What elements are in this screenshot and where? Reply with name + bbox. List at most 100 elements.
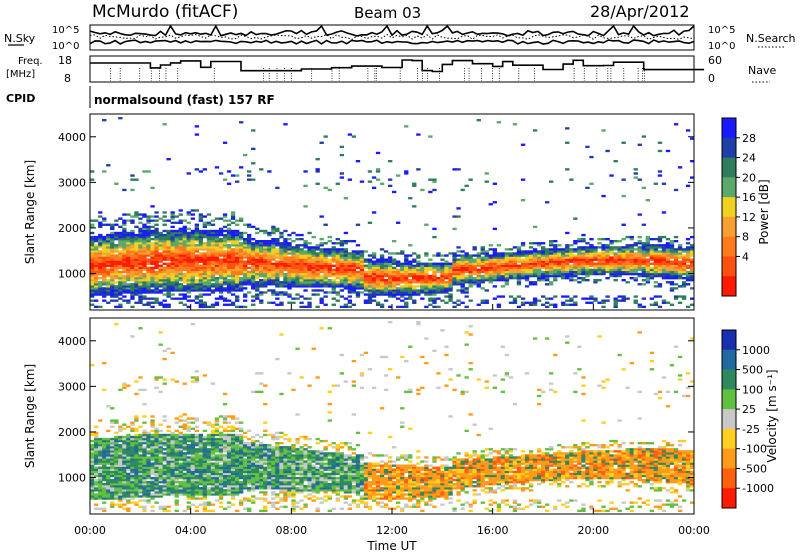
range-cell [343, 297, 349, 300]
range-cell [114, 464, 119, 467]
range-cell [657, 285, 663, 288]
range-cell [202, 254, 208, 257]
range-cell [110, 472, 115, 476]
range-cell [110, 503, 115, 506]
range-cell [472, 281, 477, 284]
range-cell [243, 260, 248, 263]
range-cell [166, 464, 171, 467]
range-cell [170, 433, 175, 437]
range-cell [194, 287, 200, 290]
range-cell [416, 285, 421, 288]
range-cell [573, 274, 578, 278]
range-cell [500, 295, 506, 298]
range-cell [214, 260, 220, 263]
range-cell [565, 274, 570, 278]
range-cell [190, 433, 196, 437]
range-cell [690, 272, 695, 276]
range-cell [126, 499, 131, 502]
range-cell [436, 254, 441, 257]
range-cell [392, 291, 397, 294]
range-cell [685, 274, 691, 278]
range-cell [665, 149, 671, 153]
range-cell [142, 285, 147, 288]
range-cell [621, 299, 626, 302]
range-cell [130, 448, 135, 451]
range-cell [178, 431, 183, 435]
range-cell [146, 258, 151, 261]
range-cell [186, 242, 191, 245]
range-cell [673, 258, 679, 261]
range-cell [464, 295, 469, 298]
range-cell [339, 256, 345, 259]
range-cell [239, 281, 244, 284]
range-cell [597, 270, 602, 274]
range-cell [222, 240, 228, 243]
range-cell [287, 246, 292, 249]
range-cell [351, 283, 357, 286]
range-cell [255, 250, 260, 253]
range-cell [247, 258, 252, 261]
range-cell [444, 287, 449, 290]
range-cell [524, 270, 530, 274]
range-cell [150, 285, 155, 288]
range-cell [150, 266, 155, 270]
range-cell [90, 474, 95, 478]
range-cell [114, 223, 119, 226]
range-cell [432, 266, 437, 270]
range-cell [661, 272, 667, 276]
range-cell [339, 279, 345, 282]
range-cell [488, 258, 493, 261]
range-cell [283, 274, 288, 278]
range-cell [118, 256, 123, 259]
range-cell [210, 260, 216, 263]
range-cell [665, 250, 671, 253]
range-cell [142, 213, 147, 216]
range-cell [355, 270, 361, 274]
range-cell [335, 293, 340, 296]
range-cell [182, 240, 187, 243]
range-cell [222, 256, 228, 259]
range-cell [436, 252, 441, 255]
range-cell [291, 279, 296, 282]
range-cell [339, 262, 345, 265]
range-cell [98, 468, 103, 471]
range-cell [146, 487, 151, 490]
range-cell [267, 281, 272, 284]
range-cell [460, 285, 465, 288]
range-cell [629, 266, 634, 270]
range-cell [452, 256, 457, 259]
range-cell [106, 478, 111, 482]
range-cell [247, 281, 252, 284]
range-cell [239, 231, 244, 235]
range-cell [110, 439, 115, 443]
range-cell [162, 468, 167, 471]
range-cell [138, 435, 143, 439]
power-ylabel: Slant Range [km] [23, 160, 37, 264]
range-cell [182, 252, 187, 255]
range-cell [198, 470, 204, 474]
range-cell [186, 279, 191, 282]
range-cell [158, 470, 163, 474]
range-cell [408, 285, 413, 288]
range-cell [327, 264, 332, 267]
range-cell [424, 252, 429, 255]
range-cell [601, 254, 606, 257]
range-cell [102, 281, 107, 284]
range-cell [279, 293, 284, 296]
range-cell [633, 266, 638, 270]
range-cell [661, 260, 667, 263]
range-cell [613, 303, 618, 306]
range-cell [94, 452, 99, 455]
range-cell [134, 301, 139, 304]
range-cell [158, 258, 163, 261]
range-cell [150, 415, 155, 418]
range-cell [194, 246, 200, 249]
range-cell [259, 244, 264, 247]
range-cell [581, 260, 586, 263]
range-cell [206, 503, 212, 506]
range-cell [323, 252, 328, 255]
range-cell [170, 270, 175, 274]
range-cell [339, 268, 345, 272]
range-cell [444, 291, 449, 294]
range-cell [194, 439, 200, 443]
